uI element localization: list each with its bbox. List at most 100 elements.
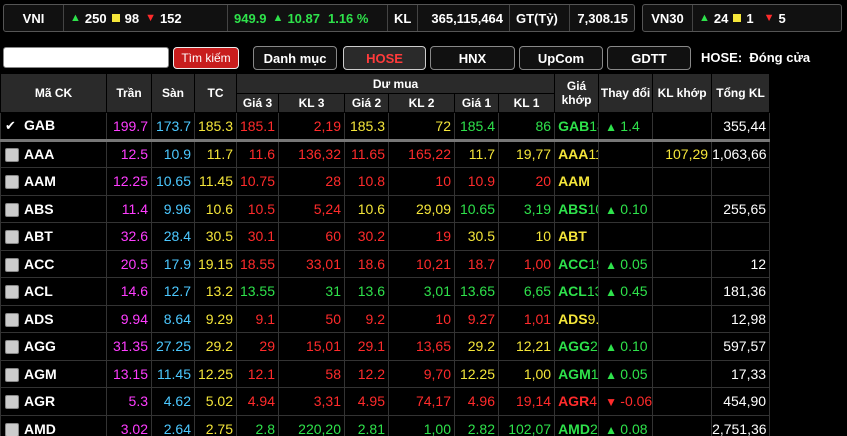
ceil-price: 5.3 xyxy=(106,387,152,416)
symbol-cell[interactable]: AMD xyxy=(0,414,107,436)
symbol-cell[interactable]: AGR xyxy=(0,387,107,416)
table-row[interactable]: AAM 12.25 10.65 11.45 10.75 28 10.8 10 10.9 20 AAM xyxy=(0,167,847,196)
header-kl1[interactable]: KL 1 xyxy=(497,93,556,113)
table-row[interactable]: ACC 20.5 17.9 19.15 18.55 33,01 18.6 10,21 18.7 1… xyxy=(0,249,847,278)
table-row[interactable]: ABS 11.4 9.96 10.6 10.5 5,24 10.6 29,09 10.65 3,1… xyxy=(0,194,847,223)
symbol-label: ACL xyxy=(24,283,53,300)
match-price: 2.83 xyxy=(589,420,598,436)
symbol-cell[interactable]: ACL xyxy=(0,277,107,306)
checkbox-icon[interactable] xyxy=(5,422,19,436)
search-button[interactable]: Tìm kiếm xyxy=(173,47,239,69)
total-vol: 597,57 xyxy=(711,332,771,361)
match-cell: AGM12.3 xyxy=(554,359,600,388)
match-price: 11.7 xyxy=(588,146,597,163)
change-cell: ▲ 0.05 xyxy=(598,359,654,388)
bid-price-3: 9.1 xyxy=(236,304,279,333)
bid-price-2: 10.6 xyxy=(344,194,389,223)
match-cell: AGG29.3 xyxy=(554,332,600,361)
match-symbol: GAB xyxy=(558,117,590,134)
header-match[interactable]: Giá khớp xyxy=(554,73,600,113)
up-arrow-icon: ▲ xyxy=(605,367,621,382)
checkbox-icon[interactable] xyxy=(5,312,19,327)
match-symbol: AMD xyxy=(558,420,590,436)
price-board: Mã CK Trần Sàn TC Dư mua Giá khớp Thay đ… xyxy=(0,73,847,436)
tab-hose[interactable]: HOSE xyxy=(343,46,426,70)
vni-value: 949.9 xyxy=(234,10,267,26)
table-row[interactable]: ABT 32.6 28.4 30.5 30.1 60 30.2 19 30.5 10 ABT xyxy=(0,222,847,251)
header-kl2[interactable]: KL 2 xyxy=(388,93,455,113)
checkbox-icon[interactable] xyxy=(5,148,19,163)
bid-vol-1: 1,01 xyxy=(497,304,556,333)
header-match-vol[interactable]: KL khớp xyxy=(652,73,713,113)
vni-label: VNI xyxy=(4,5,64,31)
bid-price-3: 30.1 xyxy=(236,222,279,251)
checkbox-icon[interactable] xyxy=(5,175,19,190)
index-bar: VNI ▲ 250 98 ▼ 152 949.9 ▲ 10.87 1.16 % KL … xyxy=(0,0,847,36)
header-total-vol[interactable]: Tổng KL xyxy=(711,73,771,113)
search-input[interactable] xyxy=(3,47,169,68)
checkmark-icon[interactable]: ✔ xyxy=(5,118,16,134)
match-symbol: AAA xyxy=(558,146,589,163)
header-g1[interactable]: Giá 1 xyxy=(454,93,499,113)
checkbox-icon[interactable] xyxy=(5,285,19,300)
ceil-price: 9.94 xyxy=(106,304,152,333)
floor-price: 4.62 xyxy=(151,387,195,416)
symbol-cell[interactable]: ADS xyxy=(0,304,107,333)
header-symbol[interactable]: Mã CK xyxy=(0,73,107,113)
ceil-price: 32.6 xyxy=(106,222,152,251)
tab-upcom[interactable]: UpCom xyxy=(519,46,603,70)
checkbox-icon[interactable] xyxy=(5,395,19,410)
table-row[interactable]: AGR 5.3 4.62 5.02 4.94 3,31 4.95 74,17 4.96 19,14… xyxy=(0,387,847,416)
table-row[interactable]: ✔ GAB 199.7 173.7 185.3 185.1 2,19 185.3 72 185.4… xyxy=(0,112,847,142)
header-kl3[interactable]: KL 3 xyxy=(278,93,345,113)
symbol-cell[interactable]: ABT xyxy=(0,222,107,251)
tab-danh-muc[interactable]: Danh mục xyxy=(253,46,337,70)
table-row[interactable]: ADS9.948.649.299.1509.2109.271,01ADS9.29… xyxy=(0,304,847,333)
bid-vol-1: 10 xyxy=(497,222,556,251)
ref-price: 11.45 xyxy=(194,167,237,196)
change-value: -0.06 xyxy=(620,393,653,410)
bid-vol-2: 72 xyxy=(388,112,455,142)
symbol-cell[interactable]: AAM xyxy=(0,167,107,196)
header-ref[interactable]: TC xyxy=(194,73,237,113)
match-symbol: ABS xyxy=(558,200,588,217)
tab-gdtt[interactable]: GDTT xyxy=(607,46,691,70)
bid-vol-1: 102,07 xyxy=(497,414,556,436)
gt-value: 7,308.15 xyxy=(577,10,628,26)
match-price: 4.96 xyxy=(589,393,597,410)
symbol-label: AGR xyxy=(24,393,56,410)
symbol-cell[interactable]: AGM xyxy=(0,359,107,388)
header-floor[interactable]: Sàn xyxy=(151,73,195,113)
checkbox-icon[interactable] xyxy=(5,257,19,272)
checkbox-icon[interactable] xyxy=(5,340,19,355)
table-row[interactable]: AGG 31.35 27.25 29.2 29 15,01 29.1 13,65 29.2 12,… xyxy=(0,332,847,361)
checkbox-icon[interactable] xyxy=(5,367,19,382)
symbol-cell[interactable]: ACC xyxy=(0,249,107,278)
bid-vol-1: 19,77 xyxy=(497,139,556,168)
table-row[interactable]: AAA 12.5 10.9 11.7 11.6 136,32 11.65 165,22 11.7… xyxy=(0,139,847,168)
checkbox-icon[interactable] xyxy=(5,230,19,245)
checkbox-icon[interactable] xyxy=(5,202,19,217)
header-g2[interactable]: Giá 2 xyxy=(344,93,389,113)
table-row[interactable]: ACL 14.6 12.7 13.2 13.55 31 13.6 3,01 13.65 6,65 A… xyxy=(0,277,847,306)
symbol-cell[interactable]: AGG xyxy=(0,332,107,361)
header-change[interactable]: Thay đổi xyxy=(598,73,654,113)
symbol-cell[interactable]: ABS xyxy=(0,194,107,223)
change-value: 0.08 xyxy=(620,420,648,436)
tab-hnx[interactable]: HNX xyxy=(430,46,515,70)
table-row[interactable]: AGM 13.15 11.45 12.25 12.1 58 12.2 9,70 12.25 1,0… xyxy=(0,359,847,388)
symbol-cell[interactable]: ✔ GAB xyxy=(0,112,107,142)
change-cell: ▲ 0.08 xyxy=(598,414,654,436)
market-status: HOSE: Đóng cửa xyxy=(701,50,811,65)
bid-price-3: 185.1 xyxy=(236,112,279,142)
symbol-cell[interactable]: AAA xyxy=(0,139,107,168)
table-row[interactable]: AMD 3.02 2.64 2.75 2.8 220,20 2.81 1,00 2.82 102,… xyxy=(0,414,847,436)
header-g3[interactable]: Giá 3 xyxy=(236,93,279,113)
match-price: 10.7 xyxy=(587,200,598,217)
match-vol xyxy=(652,112,713,142)
vni-percent: 1.16 % xyxy=(327,10,369,26)
header-ceil[interactable]: Trần xyxy=(106,73,152,113)
bid-price-2: 2.81 xyxy=(344,414,389,436)
change-cell xyxy=(598,222,654,251)
